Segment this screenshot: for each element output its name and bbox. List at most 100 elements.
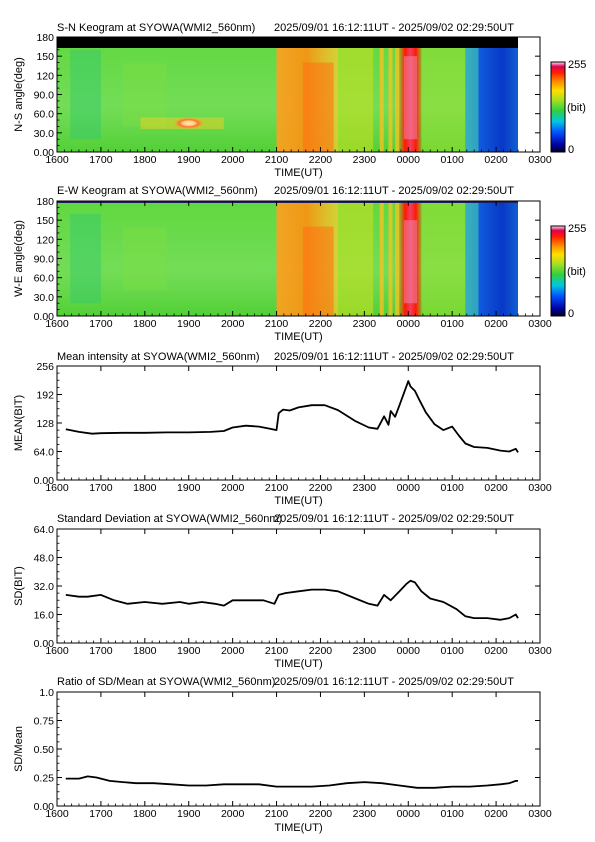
series-line — [65, 380, 519, 453]
series-line — [65, 579, 519, 621]
y-tick-label: 0.00 — [34, 638, 55, 650]
x-tick-label: 2300 — [353, 808, 377, 820]
x-tick-label: 0300 — [528, 318, 552, 330]
y-tick-label: 1.0 — [39, 687, 54, 699]
panel-time-range: 2025/09/01 16:12:11UT - 2025/09/02 02:29… — [274, 513, 514, 525]
keogram-spot-band — [140, 117, 224, 129]
colorbar-min-label: 0 — [568, 308, 574, 320]
y-tick-label: 256 — [36, 361, 54, 373]
x-tick-label: 0000 — [397, 482, 421, 494]
keogram-transition — [338, 37, 374, 152]
x-tick-label: 1900 — [177, 808, 201, 820]
keogram-band-core — [302, 226, 334, 316]
series-line — [65, 775, 518, 789]
x-tick-label: 2100 — [265, 154, 289, 166]
y-tick-label: 180 — [36, 196, 54, 208]
x-tick-label: 0100 — [441, 482, 465, 494]
plot-frame — [56, 691, 541, 807]
x-tick-label: 0100 — [441, 318, 465, 330]
panel-4: Standard Deviation at SYOWA(WMI2_560nm)2… — [13, 513, 552, 670]
plot-frame — [56, 528, 541, 644]
x-tick-label: 1600 — [45, 318, 69, 330]
x-tick-label: 0200 — [484, 318, 508, 330]
y-tick-label: 120 — [36, 234, 54, 246]
y-axis-label: MEAN(BIT) — [13, 395, 25, 451]
y-tick-label: 128 — [36, 418, 54, 430]
x-axis-label: TIME(UT) — [274, 495, 322, 507]
keogram-patch — [70, 213, 101, 304]
y-tick-label: 192 — [36, 390, 54, 402]
y-tick-label: 0.00 — [34, 147, 55, 159]
panel-time-range: 2025/09/01 16:12:11UT - 2025/09/02 02:29… — [274, 676, 514, 688]
x-tick-label: 2000 — [221, 645, 245, 657]
x-tick-label: 0200 — [484, 482, 508, 494]
x-tick-label: 1700 — [89, 482, 113, 494]
y-tick-label: 150 — [36, 51, 54, 63]
y-tick-label: 90.0 — [34, 254, 55, 266]
keogram-no-data — [518, 201, 540, 316]
keogram-post-arc — [421, 37, 466, 152]
colorbar-max-label: 255 — [568, 59, 586, 71]
y-tick-label: 0.25 — [34, 773, 55, 785]
x-tick-label: 0300 — [528, 482, 552, 494]
plot-frame — [56, 365, 541, 481]
x-tick-label: 2100 — [265, 808, 289, 820]
x-tick-label: 0200 — [484, 154, 508, 166]
y-axis-label: N-S angle(deg) — [13, 57, 25, 132]
x-tick-label: 2100 — [265, 318, 289, 330]
keogram-patch — [122, 62, 167, 127]
y-tick-label: 0.50 — [34, 744, 55, 756]
keogram-streak — [395, 37, 400, 152]
x-tick-label: 1700 — [89, 645, 113, 657]
y-tick-label: 30.0 — [34, 292, 55, 304]
panel-time-range: 2025/09/01 16:12:11UT - 2025/09/02 02:29… — [274, 351, 514, 363]
keogram-streak — [395, 201, 400, 316]
panel-3: Mean intensity at SYOWA(WMI2_560nm) 2025/… — [13, 351, 552, 507]
x-tick-label: 1900 — [177, 645, 201, 657]
y-tick-label: 0.00 — [34, 311, 55, 323]
y-tick-label: 48.0 — [34, 553, 55, 565]
colorbar-unit-label: (bit) — [567, 266, 586, 278]
panel-title: S-N Keogram at SYOWA(WMI2_560nm) — [57, 22, 255, 34]
x-tick-label: 1900 — [177, 482, 201, 494]
x-tick-label: 2300 — [353, 645, 377, 657]
colorbar-max-label: 255 — [568, 223, 586, 235]
keogram-top-edge — [57, 201, 519, 203]
y-tick-label: 120 — [36, 70, 54, 82]
x-tick-label: 2200 — [309, 482, 333, 494]
x-tick-label: 0100 — [441, 154, 465, 166]
x-tick-label: 0300 — [528, 808, 552, 820]
x-tick-label: 0200 — [484, 645, 508, 657]
keogram-dawn-edge — [465, 201, 479, 316]
x-tick-label: 0300 — [528, 154, 552, 166]
x-tick-label: 0100 — [441, 645, 465, 657]
keogram-transition — [338, 201, 374, 316]
panel-title: Ratio of SD/Mean at SYOWA(WMI2_560nm) — [57, 676, 275, 688]
x-tick-label: 1600 — [45, 645, 69, 657]
x-tick-label: 1800 — [133, 808, 157, 820]
x-tick-label: 0000 — [397, 318, 421, 330]
panel-5: Ratio of SD/Mean at SYOWA(WMI2_560nm)202… — [13, 676, 552, 834]
y-tick-label: 64.0 — [34, 447, 55, 459]
x-tick-label: 0200 — [484, 808, 508, 820]
x-tick-label: 1700 — [89, 154, 113, 166]
x-tick-label: 2200 — [309, 154, 333, 166]
colorbar — [550, 61, 566, 153]
keogram-post-arc — [421, 201, 466, 316]
keogram-patch — [70, 49, 101, 140]
y-tick-label: 60.0 — [34, 109, 55, 121]
x-tick-label: 1600 — [45, 482, 69, 494]
keogram-band-core — [302, 62, 334, 152]
y-tick-label: 0.00 — [34, 801, 55, 813]
x-tick-label: 2300 — [353, 154, 377, 166]
x-tick-label: 0300 — [528, 645, 552, 657]
panel-title: Standard Deviation at SYOWA(WMI2_560nm) — [57, 513, 282, 525]
y-tick-label: 0.00 — [34, 475, 55, 487]
x-tick-label: 1800 — [133, 154, 157, 166]
x-tick-label: 1600 — [45, 154, 69, 166]
x-tick-label: 0000 — [397, 154, 421, 166]
keogram-streak — [379, 201, 384, 316]
keogram-image — [57, 37, 540, 152]
keogram-image — [57, 201, 540, 316]
